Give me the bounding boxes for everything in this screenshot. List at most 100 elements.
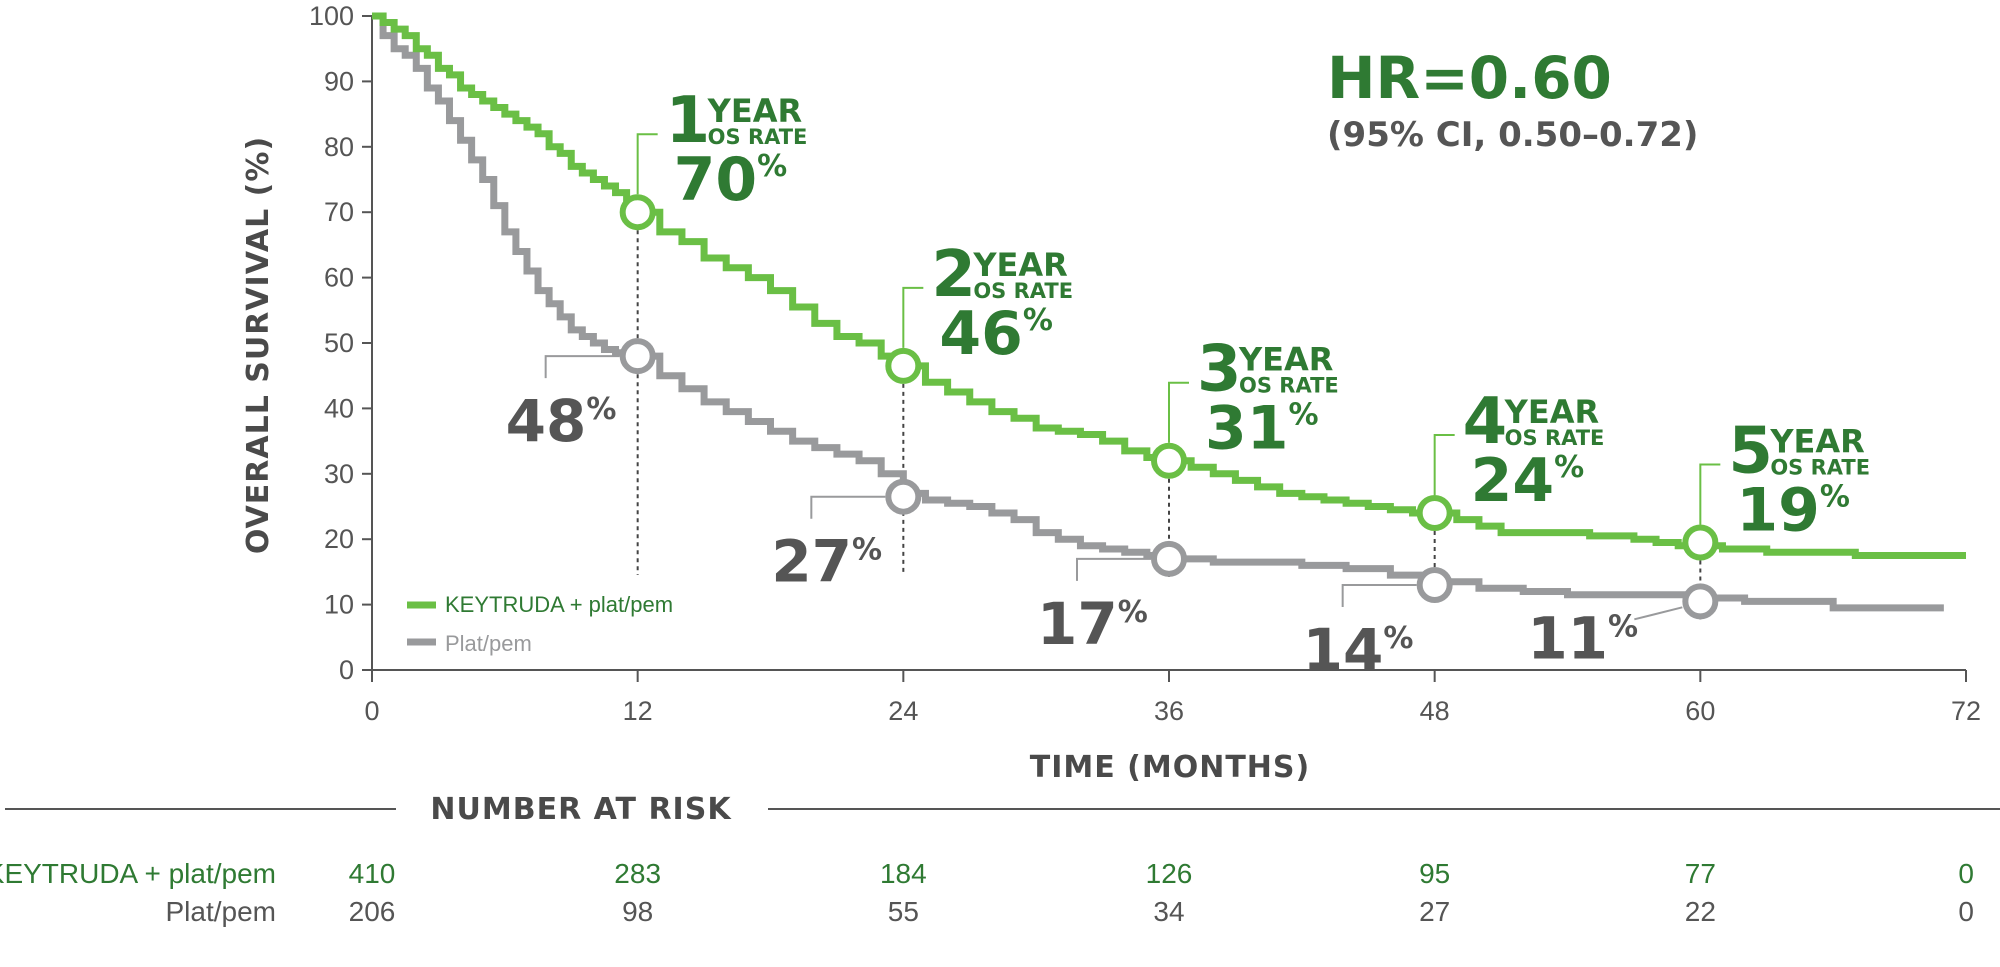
percent-sign: % bbox=[1383, 621, 1413, 656]
milestone-os-rate: OS RATE bbox=[1505, 426, 1605, 450]
milestone-year-number: 1 bbox=[666, 84, 711, 158]
y-tick-label: 0 bbox=[339, 655, 354, 685]
milestone-leader-plat bbox=[1634, 606, 1683, 621]
confidence-interval: (95% CI, 0.50–0.72) bbox=[1327, 115, 1698, 155]
milestone-leader-keytruda bbox=[1168, 381, 1189, 443]
risk-value: 27 bbox=[1419, 896, 1450, 927]
risk-row-label-keytruda: KEYTRUDA + plat/pem bbox=[0, 858, 276, 889]
percent-sign: % bbox=[1289, 398, 1319, 433]
x-tick-label: 60 bbox=[1685, 696, 1715, 726]
milestone-marker-keytruda bbox=[619, 194, 656, 231]
milestone-keytruda-rate: 24% bbox=[1471, 446, 1585, 516]
milestone-os-rate: OS RATE bbox=[973, 279, 1073, 303]
risk-value: 0 bbox=[1958, 858, 1974, 889]
milestone-keytruda-rate: 31% bbox=[1205, 394, 1319, 464]
milestone-year-number: 4 bbox=[1463, 385, 1508, 459]
series-line-plat bbox=[372, 12, 1944, 612]
risk-value: 55 bbox=[888, 896, 919, 927]
milestone-year-word: YEAR bbox=[1769, 422, 1864, 460]
milestone-leader-keytruda bbox=[1699, 463, 1721, 525]
y-tick-label: 80 bbox=[324, 132, 354, 162]
milestone-markers bbox=[619, 194, 1719, 620]
milestone-year-word: YEAR bbox=[1504, 393, 1599, 431]
milestone-leader-plat bbox=[544, 355, 620, 379]
risk-value: 184 bbox=[880, 858, 927, 889]
milestone-year-number: 5 bbox=[1728, 414, 1773, 488]
milestone-plat-rate: 11% bbox=[1527, 604, 1638, 672]
percent-sign: % bbox=[757, 149, 787, 184]
risk-value: 0 bbox=[1958, 896, 1974, 927]
milestone-plat-rate: 27% bbox=[771, 528, 882, 596]
milestone-marker-plat bbox=[885, 478, 922, 515]
milestone-marker-keytruda bbox=[885, 347, 922, 384]
x-tick-label: 0 bbox=[364, 696, 379, 726]
percent-sign: % bbox=[1554, 450, 1584, 485]
milestone-year-word: YEAR bbox=[707, 92, 802, 130]
risk-row-label-plat: Plat/pem bbox=[166, 896, 277, 927]
milestone-marker-plat bbox=[1416, 566, 1453, 603]
milestone-os-rate: OS RATE bbox=[1239, 374, 1339, 398]
milestone-leader-keytruda bbox=[636, 133, 658, 195]
percent-sign: % bbox=[1608, 609, 1638, 644]
number-at-risk-table: NUMBER AT RISK KEYTRUDA + plat/pem Plat/… bbox=[0, 792, 2000, 927]
milestone-keytruda-rate: 46% bbox=[939, 299, 1053, 369]
milestone-marker-plat bbox=[1682, 583, 1719, 620]
y-tick-label: 40 bbox=[324, 393, 354, 423]
hazard-ratio: HR=0.60 bbox=[1327, 44, 1612, 112]
x-tick-label: 12 bbox=[623, 696, 653, 726]
x-axis-title: TIME (MONTHS) bbox=[1030, 750, 1310, 785]
milestone-marker-plat bbox=[1151, 540, 1187, 577]
risk-value: 22 bbox=[1685, 896, 1716, 927]
milestone-leader-plat bbox=[810, 495, 886, 519]
milestone-guides bbox=[544, 133, 1721, 621]
milestone-marker-plat bbox=[619, 338, 656, 375]
milestone-os-rate: OS RATE bbox=[1770, 455, 1870, 479]
legend: KEYTRUDA + plat/pem Plat/pem bbox=[407, 592, 673, 656]
y-tick-label: 30 bbox=[324, 459, 354, 489]
milestone-os-rate: OS RATE bbox=[708, 125, 808, 149]
percent-sign: % bbox=[1820, 479, 1850, 514]
milestone-year-number: 2 bbox=[931, 238, 976, 312]
y-tick-label: 90 bbox=[324, 66, 354, 96]
milestone-marker-keytruda bbox=[1151, 442, 1187, 479]
x-tick-label: 24 bbox=[888, 696, 918, 726]
milestone-leader-plat bbox=[1341, 583, 1417, 607]
legend-label-plat: Plat/pem bbox=[445, 631, 532, 656]
milestone-plat-rate: 14% bbox=[1303, 616, 1414, 684]
milestone-year-word: YEAR bbox=[972, 246, 1067, 284]
risk-value: 283 bbox=[614, 858, 661, 889]
milestone-year-number: 3 bbox=[1197, 333, 1242, 407]
series-line-keytruda bbox=[372, 12, 1966, 560]
milestone-marker-keytruda bbox=[1416, 495, 1453, 532]
y-tick-label: 20 bbox=[324, 524, 354, 554]
milestone-plat-rate: 17% bbox=[1037, 590, 1148, 658]
x-tick-label: 72 bbox=[1951, 696, 1981, 726]
risk-value: 77 bbox=[1685, 858, 1716, 889]
percent-sign: % bbox=[1118, 595, 1148, 630]
percent-sign: % bbox=[586, 392, 616, 427]
milestone-leader-keytruda bbox=[1433, 434, 1455, 496]
milestone-keytruda-rate: 70% bbox=[674, 145, 788, 215]
y-tick-label: 100 bbox=[309, 1, 354, 31]
risk-value: 98 bbox=[622, 896, 653, 927]
percent-sign: % bbox=[1023, 303, 1053, 338]
risk-values: 410 283 184 126 95 77 0 206 98 55 34 27 22 0 bbox=[349, 858, 1974, 927]
percent-sign: % bbox=[852, 533, 882, 568]
x-tick-label: 48 bbox=[1420, 696, 1450, 726]
milestone-plat-rate: 48% bbox=[506, 387, 617, 455]
milestone-year-word: YEAR bbox=[1238, 341, 1333, 379]
risk-value: 95 bbox=[1419, 858, 1450, 889]
milestone-leader-keytruda bbox=[902, 286, 924, 348]
milestone-leader-plat bbox=[1076, 557, 1151, 581]
risk-table-title: NUMBER AT RISK bbox=[430, 792, 732, 827]
y-tick-label: 70 bbox=[324, 197, 354, 227]
y-axis-title: OVERALL SURVIVAL (%) bbox=[241, 136, 276, 554]
risk-value: 206 bbox=[349, 896, 396, 927]
x-tick-label: 36 bbox=[1154, 696, 1184, 726]
milestone-marker-keytruda bbox=[1682, 524, 1719, 561]
y-tick-label: 60 bbox=[324, 263, 354, 293]
risk-value: 34 bbox=[1153, 896, 1184, 927]
